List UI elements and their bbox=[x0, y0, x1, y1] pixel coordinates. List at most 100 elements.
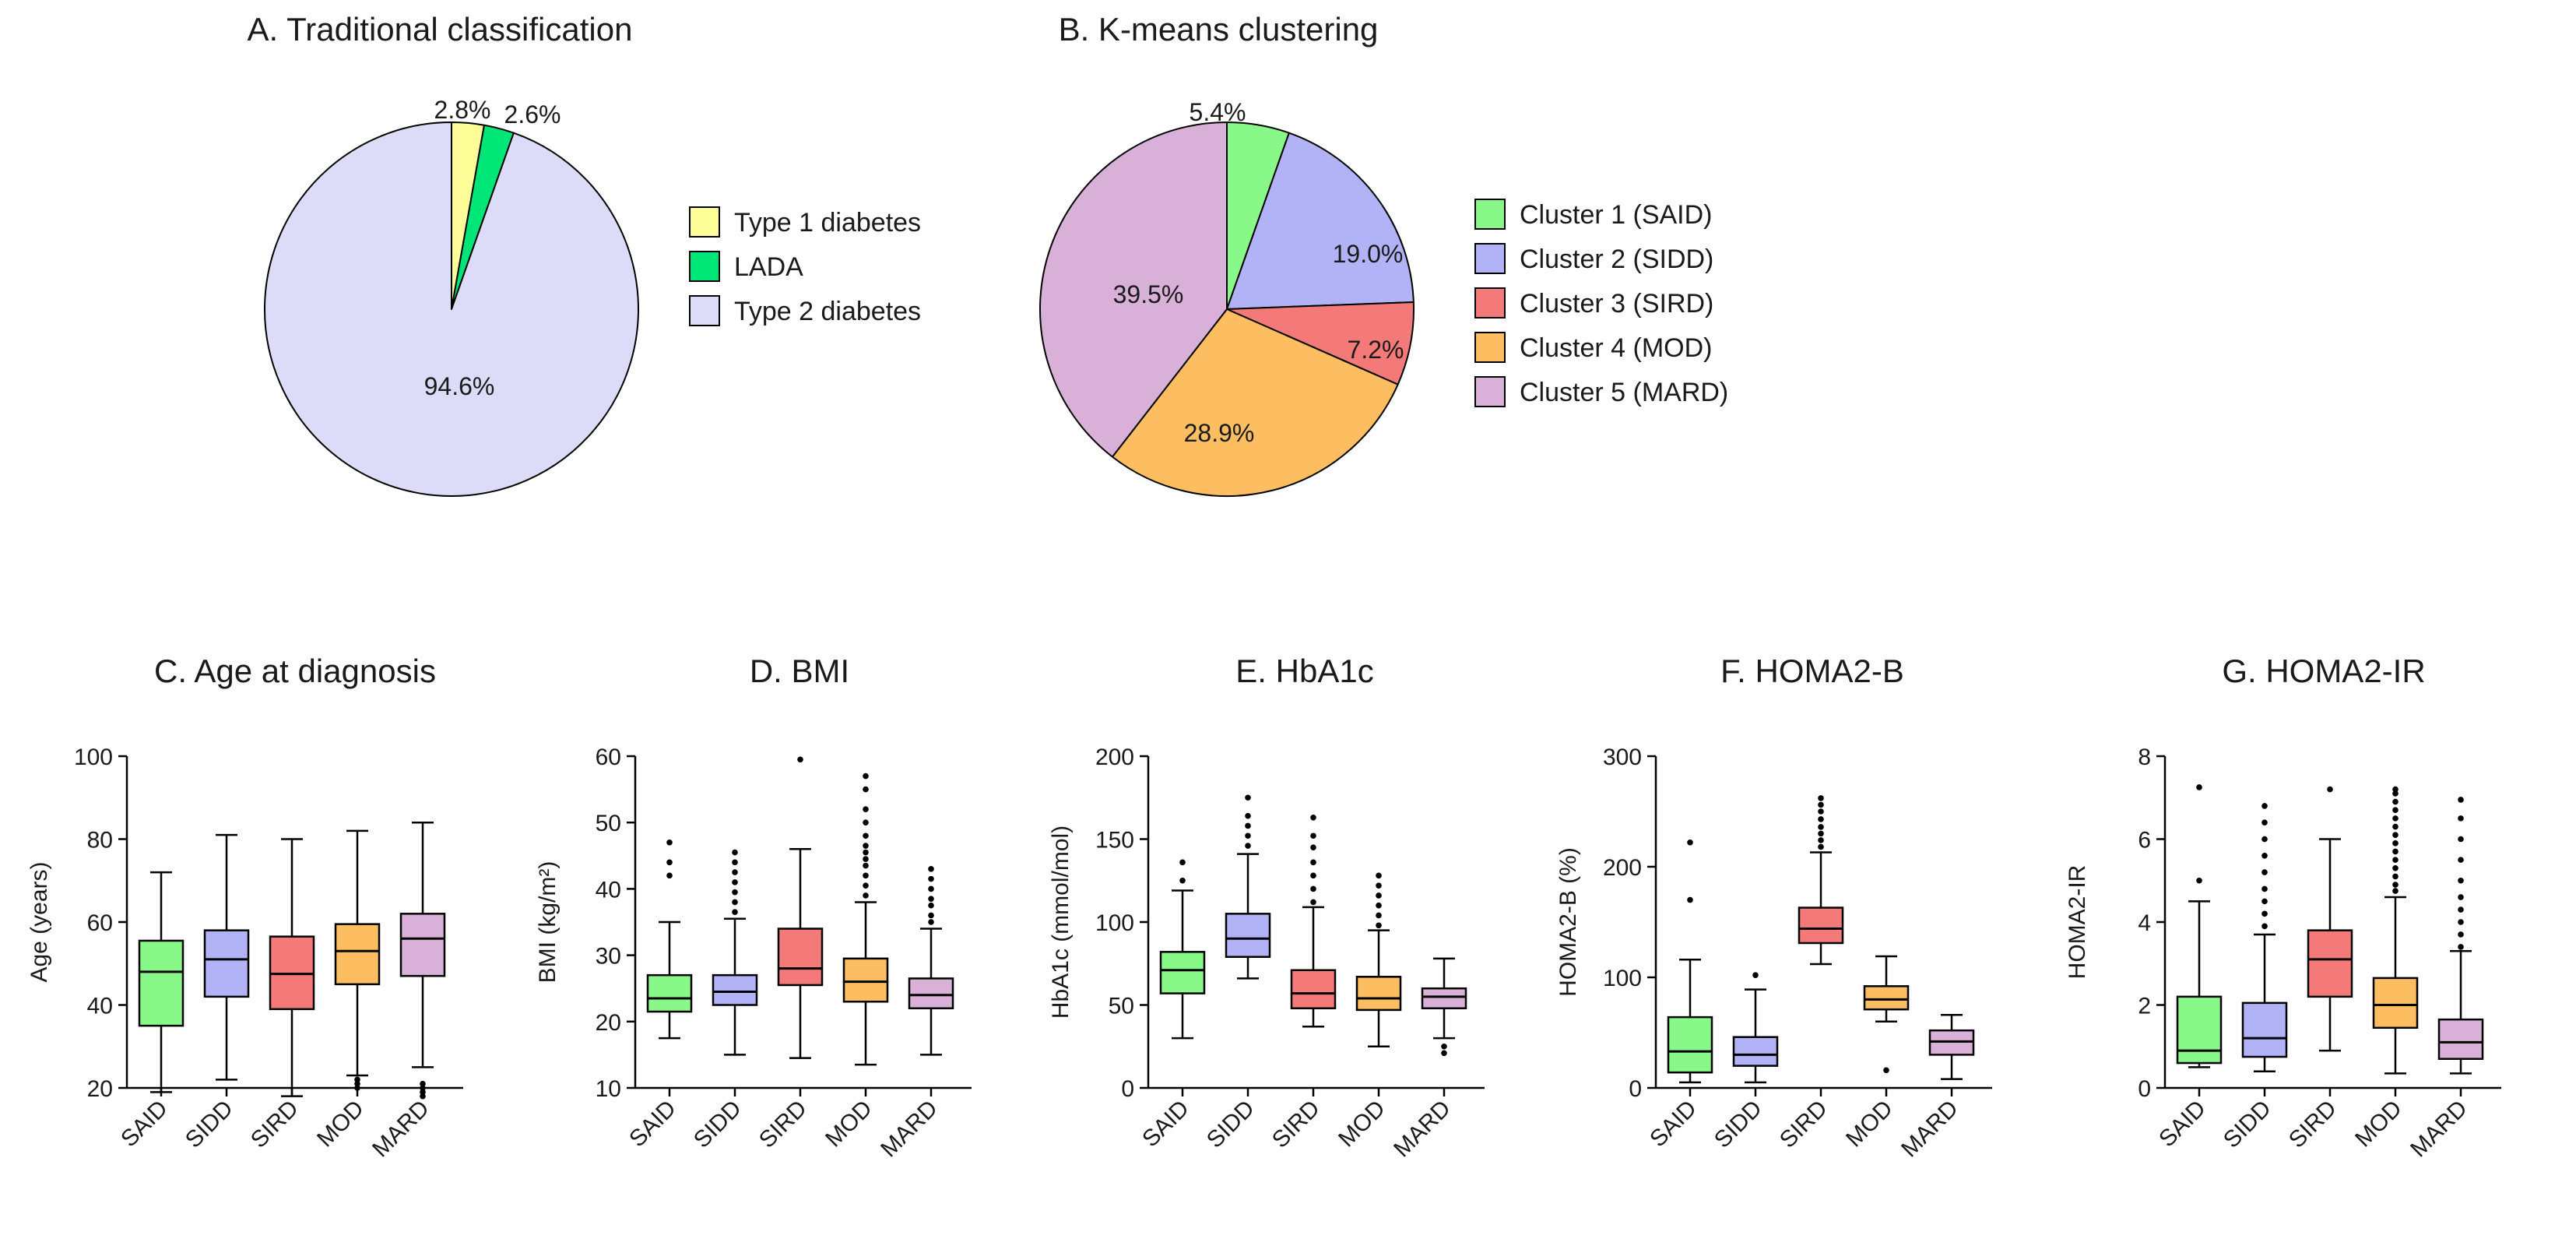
x-tick-label: SIDD bbox=[1710, 1096, 1767, 1153]
outlier-point bbox=[1245, 843, 1251, 849]
x-tick-label: MARD bbox=[1389, 1096, 1456, 1163]
box bbox=[2176, 995, 2223, 1065]
y-tick-label: 0 bbox=[2138, 1076, 2151, 1102]
pie-slice-label: 7.2% bbox=[1348, 336, 1404, 364]
outlier-point bbox=[863, 773, 869, 780]
x-tick-label: SIDD bbox=[1202, 1096, 1260, 1153]
outlier-point bbox=[863, 892, 869, 899]
y-tick-label: 0 bbox=[1121, 1076, 1134, 1102]
box bbox=[712, 973, 758, 1006]
boxplot-title: D. BMI bbox=[750, 653, 849, 689]
box bbox=[1863, 985, 1910, 1011]
box bbox=[1421, 987, 1467, 1010]
box bbox=[1355, 976, 1402, 1012]
outlier-point bbox=[928, 902, 934, 909]
legend-swatch bbox=[1474, 287, 1506, 319]
outlier-point bbox=[666, 859, 673, 866]
legend-label: Cluster 3 (SIRD) bbox=[1520, 289, 1713, 319]
legend-label: Cluster 5 (MARD) bbox=[1520, 378, 1728, 407]
outlier-point bbox=[2458, 931, 2464, 938]
y-tick-label: 300 bbox=[1603, 744, 1642, 770]
pie-panel-a: A. Traditional classification 2.8% Type 1 … bbox=[248, 11, 921, 497]
x-tick-label: SAID bbox=[1645, 1096, 1702, 1153]
outlier-point bbox=[2392, 823, 2399, 830]
outlier-point bbox=[2458, 797, 2464, 803]
legend-label: Cluster 2 (SIDD) bbox=[1520, 245, 1713, 274]
outlier-point bbox=[2458, 944, 2464, 950]
x-tick-label: MOD bbox=[1841, 1096, 1898, 1153]
y-tick-label: 60 bbox=[596, 744, 621, 770]
outlier-point bbox=[2261, 898, 2268, 905]
y-tick-label: 4 bbox=[2138, 910, 2151, 936]
outlier-point bbox=[863, 862, 869, 869]
outlier-point bbox=[2392, 786, 2399, 793]
outlier-point bbox=[420, 1093, 426, 1100]
box bbox=[842, 957, 889, 1003]
boxplot-title: G. HOMA2-IR bbox=[2222, 653, 2425, 689]
y-tick-label: 150 bbox=[1095, 828, 1134, 854]
outlier-point bbox=[666, 839, 673, 846]
x-tick-label: MARD bbox=[2406, 1096, 2472, 1163]
y-tick-label: 0 bbox=[1629, 1076, 1642, 1102]
outlier-point bbox=[928, 896, 934, 902]
y-tick-label: 100 bbox=[74, 744, 113, 770]
outlier-point bbox=[732, 879, 738, 885]
legend-label: Type 2 diabetes bbox=[734, 297, 921, 326]
outlier-point bbox=[732, 859, 738, 866]
box bbox=[138, 939, 185, 1027]
y-tick-label: 50 bbox=[1109, 994, 1134, 1019]
outlier-point bbox=[2196, 784, 2202, 790]
pie-title: B. K-means clustering bbox=[1059, 11, 1379, 48]
box bbox=[1798, 906, 1844, 945]
outlier-point bbox=[2392, 888, 2399, 894]
legend-swatch bbox=[1474, 376, 1506, 407]
outlier-point bbox=[863, 806, 869, 812]
outlier-point bbox=[2392, 798, 2399, 805]
y-tick-label: 40 bbox=[87, 994, 113, 1019]
x-tick-label: SAID bbox=[2154, 1096, 2211, 1153]
outlier-point bbox=[732, 849, 738, 856]
boxplot-panel-e: E. HbA1c 0 50 100 150 200 HbA1c (mmol/mol) SAID… bbox=[1048, 653, 1485, 1162]
outlier-point bbox=[2261, 885, 2268, 892]
outlier-point bbox=[2327, 786, 2333, 793]
x-tick-label: SIRD bbox=[1267, 1096, 1325, 1153]
pie-slice bbox=[1226, 301, 1415, 385]
box bbox=[1225, 913, 1271, 958]
box bbox=[1159, 951, 1206, 994]
outlier-point bbox=[2458, 836, 2464, 843]
x-tick-label: SAID bbox=[624, 1096, 681, 1153]
pie-slice-label: 19.0% bbox=[1333, 240, 1404, 268]
outlier-point bbox=[1376, 892, 1382, 899]
y-tick-label: 20 bbox=[596, 1010, 621, 1036]
boxplot-title: F. HOMA2-B bbox=[1720, 653, 1904, 689]
box bbox=[203, 929, 250, 998]
outlier-point bbox=[863, 872, 869, 879]
pie-panel-b: B. K-means clustering 5.4% Cluster 1 (SAID… bbox=[1039, 11, 1728, 497]
legend-swatch bbox=[1474, 332, 1506, 363]
outlier-point bbox=[2261, 869, 2268, 875]
y-tick-label: 40 bbox=[596, 877, 621, 903]
outlier-point bbox=[1818, 801, 1824, 808]
outlier-point bbox=[2458, 857, 2464, 863]
x-tick-label: MARD bbox=[367, 1096, 434, 1163]
pie-slice bbox=[264, 121, 640, 497]
outlier-point bbox=[1310, 832, 1316, 839]
outlier-point bbox=[1376, 872, 1382, 879]
box bbox=[2241, 1001, 2288, 1058]
y-tick-label: 6 bbox=[2138, 828, 2151, 854]
x-tick-label: SIRD bbox=[754, 1096, 812, 1153]
boxplot-panel-g: G. HOMA2-IR 0 2 4 6 8 HOMA2-IR SAID SIDD SIRD MODM… bbox=[2065, 653, 2501, 1162]
pie-slice-label: 2.6% bbox=[504, 100, 561, 128]
outlier-point bbox=[2261, 910, 2268, 917]
x-tick-label: SAID bbox=[1137, 1096, 1194, 1153]
legend-swatch bbox=[1474, 243, 1506, 274]
box bbox=[334, 923, 381, 986]
legend-label: Cluster 1 (SAID) bbox=[1520, 200, 1713, 230]
outlier-point bbox=[1179, 877, 1186, 884]
box bbox=[646, 973, 693, 1013]
y-tick-label: 2 bbox=[2138, 994, 2151, 1019]
boxplot-panel-c: C. Age at diagnosis 20 40 60 80 100 Age (years… bbox=[26, 653, 463, 1162]
y-tick-label: 50 bbox=[596, 811, 621, 836]
y-tick-label: 30 bbox=[596, 944, 621, 970]
boxplot-title: E. HbA1c bbox=[1235, 653, 1373, 689]
